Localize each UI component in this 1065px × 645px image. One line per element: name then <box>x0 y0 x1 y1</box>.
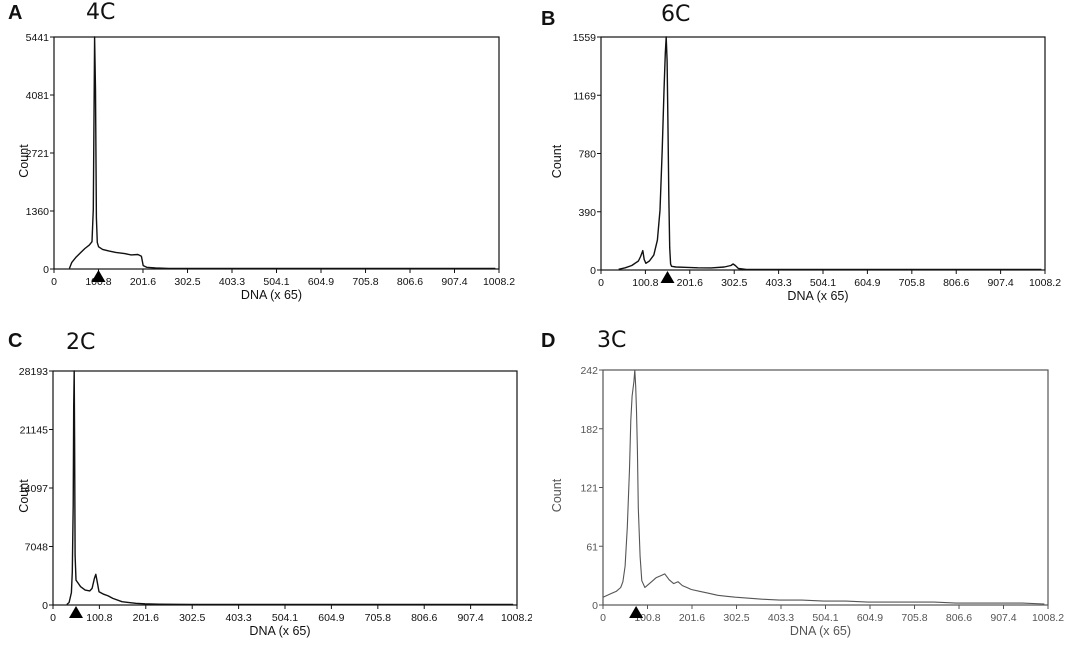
y-tick-label: 1559 <box>573 32 597 44</box>
x-tick-label: 1008.2 <box>483 276 515 288</box>
y-tick-label: 182 <box>580 424 598 436</box>
x-tick-label: 403.3 <box>765 277 791 289</box>
y-tick-label: 0 <box>590 265 596 277</box>
peak-marker-triangle <box>660 271 675 283</box>
histogram-svg: 013602721408154410100.8201.6302.5403.350… <box>17 32 515 302</box>
x-tick-label: 604.9 <box>308 276 334 288</box>
ploidy-label: 6C <box>661 2 691 27</box>
x-tick-label: 0 <box>598 277 604 289</box>
x-axis-label: DNA (x 65) <box>249 624 310 638</box>
y-tick-label: 242 <box>580 365 598 377</box>
plot-frame <box>52 370 518 606</box>
x-tick-label: 100.8 <box>86 612 112 624</box>
y-tick-label: 0 <box>42 600 48 612</box>
y-tick-label: 28193 <box>19 366 48 378</box>
y-tick-label: 0 <box>43 264 49 276</box>
chart-panel-b: B 6C 0 390 780 1169 1559 0 100.8 201.6 302.5 403.3 5… <box>533 0 1065 320</box>
panel-letter: B <box>541 8 556 30</box>
y-tick-label: 21145 <box>20 425 49 437</box>
y-tick-label: 1360 <box>26 206 50 218</box>
peak-marker-triangle <box>629 606 644 618</box>
x-axis-label: DNA (x 65) <box>790 624 851 638</box>
x-tick-label: 0 <box>600 612 606 624</box>
x-tick-label: 504.1 <box>812 612 838 624</box>
y-tick-label: 2721 <box>26 148 50 160</box>
y-tick-label: 1169 <box>573 90 596 102</box>
x-tick-label: 504.1 <box>272 612 298 624</box>
x-tick-label: 0 <box>50 612 56 624</box>
x-axis-label: DNA (x 65) <box>241 288 302 302</box>
x-tick-label: 1008.2 <box>1029 277 1061 289</box>
y-axis-label: Count <box>550 478 564 512</box>
histogram-line <box>66 370 514 606</box>
y-tick-label: 390 <box>578 207 596 219</box>
y-axis-label: Count <box>17 479 31 513</box>
x-tick-label: 201.6 <box>130 276 156 288</box>
y-tick-label: 780 <box>578 149 596 161</box>
y-tick-label: 61 <box>586 541 598 553</box>
x-tick-label: 705.8 <box>365 612 391 624</box>
chart-panel-a: A4C013602721408154410100.8201.6302.5403.… <box>0 0 532 320</box>
chart-panel-c: C 2C 0 7048 14097 21145 28193 0 100.8 201.6 302.5 4… <box>0 322 532 645</box>
x-tick-label: 403.3 <box>225 612 251 624</box>
x-axis-label: DNA (x 65) <box>787 289 848 303</box>
histogram-svg: 0 390 780 1169 1559 0 100.8 201.6 302.5 403.3 504.… <box>550 32 1061 303</box>
chart-panel-d: D 3C 0 61 121 182 242 0 100.8 201.6 302.5 403.3 504.… <box>533 322 1065 645</box>
ploidy-label: 3C <box>597 328 627 353</box>
ploidy-label: 4C <box>86 0 116 25</box>
plot-frame <box>602 369 1049 606</box>
x-tick-label: 201.6 <box>677 277 703 289</box>
histogram-line <box>602 369 1045 605</box>
peak-marker-triangle <box>91 270 106 282</box>
histogram-line <box>68 36 496 270</box>
x-tick-label: 0 <box>51 276 57 288</box>
x-tick-label: 201.6 <box>679 612 705 624</box>
x-tick-label: 806.6 <box>411 612 437 624</box>
x-tick-label: 604.9 <box>318 612 344 624</box>
y-axis-label: Count <box>17 144 31 178</box>
x-tick-label: 907.4 <box>457 612 483 624</box>
y-tick-label: 4081 <box>26 90 50 102</box>
x-tick-label: 1008.2 <box>1032 612 1064 624</box>
x-tick-label: 1008.2 <box>501 612 532 624</box>
x-tick-label: 806.6 <box>943 277 969 289</box>
x-tick-label: 403.3 <box>768 612 794 624</box>
x-tick-label: 705.8 <box>352 276 378 288</box>
panel-letter: A <box>8 2 23 24</box>
y-tick-label: 121 <box>580 483 598 495</box>
x-tick-label: 201.6 <box>133 612 159 624</box>
x-tick-label: 302.5 <box>174 276 200 288</box>
x-tick-label: 907.4 <box>441 276 467 288</box>
x-tick-label: 604.9 <box>857 612 883 624</box>
x-tick-label: 604.9 <box>854 277 880 289</box>
x-tick-label: 907.4 <box>990 612 1016 624</box>
plot-frame <box>53 36 500 270</box>
x-tick-label: 100.8 <box>632 277 658 289</box>
panel-letter: D <box>541 330 556 352</box>
y-axis-label: Count <box>550 144 564 178</box>
x-tick-label: 302.5 <box>723 612 749 624</box>
x-tick-label: 302.5 <box>721 277 747 289</box>
x-tick-label: 302.5 <box>179 612 205 624</box>
x-tick-label: 806.6 <box>397 276 423 288</box>
y-tick-label: 7048 <box>25 542 49 554</box>
x-tick-label: 403.3 <box>219 276 245 288</box>
panel-letter: C <box>8 330 23 352</box>
y-tick-label: 14097 <box>19 483 48 495</box>
y-tick-label: 0 <box>592 600 598 612</box>
histogram-svg: 0 7048 14097 21145 28193 0 100.8 201.6 302.5 403.… <box>17 366 532 638</box>
x-tick-label: 705.8 <box>899 277 925 289</box>
y-tick-label: 5441 <box>26 32 50 44</box>
histogram-line <box>618 36 1042 271</box>
x-tick-label: 504.1 <box>263 276 289 288</box>
peak-marker-triangle <box>69 606 84 618</box>
ploidy-label: 2C <box>66 330 96 355</box>
x-tick-label: 806.6 <box>946 612 972 624</box>
x-tick-label: 907.4 <box>987 277 1013 289</box>
x-tick-label: 504.1 <box>810 277 836 289</box>
x-tick-label: 705.8 <box>901 612 927 624</box>
